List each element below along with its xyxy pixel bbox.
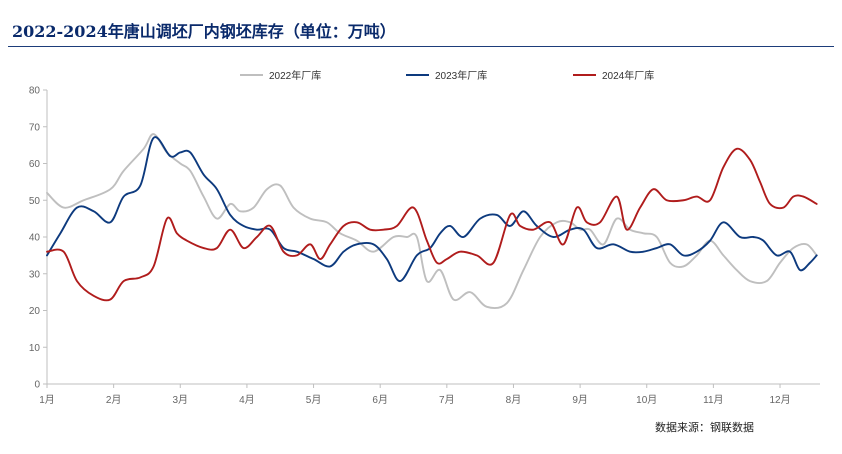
legend-label-2: 2023年厂库 — [435, 69, 487, 82]
x-axis-ticks: 1月 2月 3月 4月 5月 6月 7月 8月 9月 10月 11月 12月 — [39, 384, 791, 406]
x-tick-label: 12月 — [769, 394, 790, 406]
series-line-3 — [46, 147, 818, 302]
y-tick-label: 80 — [29, 86, 41, 97]
y-tick-label: 70 — [29, 122, 41, 133]
series-line-2 — [46, 136, 818, 283]
y-tick-label: 40 — [29, 233, 41, 244]
legend-label-1: 2022年厂库 — [269, 69, 321, 82]
series-lines — [46, 133, 818, 310]
y-tick-label: 50 — [29, 196, 41, 207]
x-tick-label: 3月 — [172, 394, 188, 406]
series-line-1 — [46, 133, 818, 310]
legend-label-3: 2024年厂库 — [602, 69, 654, 82]
x-tick-label: 1月 — [39, 394, 55, 406]
title-divider — [8, 46, 834, 47]
chart-title: 2022-2024年唐山调坯厂内钢坯库存（单位：万吨） — [12, 22, 396, 41]
x-tick-label: 6月 — [372, 394, 388, 406]
x-tick-label: 2月 — [106, 394, 122, 406]
chart-legend: 2022年厂库 2023年厂库 2024年厂库 — [240, 69, 654, 82]
chart-axes — [46, 90, 820, 385]
data-source-note: 数据来源：钢联数据 — [655, 421, 754, 434]
y-tick-label: 60 — [29, 159, 41, 170]
y-tick-label: 10 — [29, 343, 41, 354]
y-tick-label: 20 — [29, 306, 41, 317]
x-tick-label: 5月 — [306, 394, 322, 406]
y-tick-label: 0 — [34, 380, 40, 391]
y-axis-ticks: 0 10 20 30 40 50 60 70 80 — [29, 86, 47, 391]
y-tick-label: 30 — [29, 269, 41, 280]
x-tick-label: 11月 — [703, 394, 723, 406]
x-tick-label: 9月 — [572, 394, 588, 406]
x-tick-label: 7月 — [439, 394, 455, 406]
x-tick-label: 4月 — [239, 394, 255, 406]
x-tick-label: 10月 — [636, 394, 657, 406]
x-tick-label: 8月 — [506, 394, 522, 406]
